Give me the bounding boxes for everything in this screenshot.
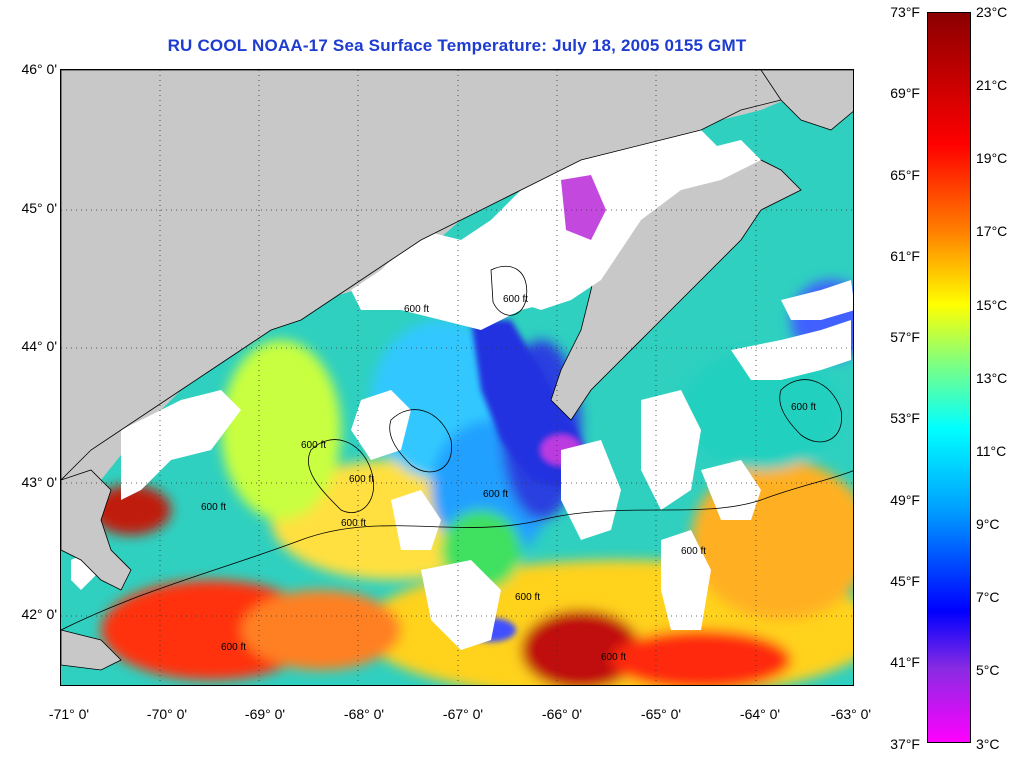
lon-label-66: -66° 0': [541, 706, 583, 722]
lon-label-70: -70° 0': [146, 706, 188, 722]
lat-label-44: 44° 0': [21, 338, 57, 354]
lat-label-46: 46° 0': [21, 61, 57, 77]
lat-label-45: 45° 0': [21, 200, 57, 216]
scale-label-f-45: 45°F: [890, 573, 920, 589]
svg-text:600 ft: 600 ft: [503, 294, 528, 305]
svg-text:600 ft: 600 ft: [221, 642, 246, 653]
svg-text:600 ft: 600 ft: [404, 304, 429, 315]
lon-label-64: -64° 0': [739, 706, 781, 722]
svg-text:600 ft: 600 ft: [791, 402, 816, 413]
lon-label-69: -69° 0': [244, 706, 286, 722]
svg-text:600 ft: 600 ft: [201, 502, 226, 513]
sst-map[interactable]: 600 ft 600 ft 600 ft 600 ft 600 ft 600 f…: [60, 69, 854, 686]
contour-labels: 600 ft 600 ft 600 ft 600 ft 600 ft 600 f…: [201, 294, 816, 663]
scale-label-f-57: 57°F: [890, 329, 920, 345]
scale-label-f-61: 61°F: [890, 248, 920, 264]
lat-label-43: 43° 0': [21, 474, 57, 490]
scale-label-f-69: 69°F: [890, 85, 920, 101]
scale-label-c-11: 11°C: [976, 443, 1007, 459]
scale-label-c-9: 9°C: [976, 516, 1000, 532]
lon-label-67: -67° 0': [442, 706, 484, 722]
scale-label-c-15: 15°C: [976, 297, 1008, 313]
scale-label-f-37: 37°F: [890, 736, 920, 752]
svg-text:600 ft: 600 ft: [341, 518, 366, 529]
lon-label-65: -65° 0': [640, 706, 682, 722]
scale-label-c-19: 19°C: [976, 150, 1008, 166]
svg-text:600 ft: 600 ft: [601, 652, 626, 663]
svg-text:600 ft: 600 ft: [515, 592, 540, 603]
scale-label-c-5: 5°C: [976, 662, 1000, 678]
scale-label-f-73: 73°F: [890, 4, 920, 20]
svg-text:600 ft: 600 ft: [301, 440, 326, 451]
bay-of-fundy: [491, 140, 761, 310]
lon-label-63: -63° 0': [830, 706, 872, 722]
color-scale-bar: [927, 12, 971, 743]
land: [61, 70, 853, 671]
lon-label-68: -68° 0': [343, 706, 385, 722]
scale-label-c-21: 21°C: [976, 77, 1008, 93]
scale-label-f-49: 49°F: [890, 492, 920, 508]
scale-label-f-65: 65°F: [890, 167, 920, 183]
svg-text:600 ft: 600 ft: [681, 546, 706, 557]
scale-label-c-23: 23°C: [976, 4, 1008, 20]
lat-label-42: 42° 0': [21, 606, 57, 622]
map-title: RU COOL NOAA-17 Sea Surface Temperature:…: [167, 36, 747, 55]
fundy-cold-patch: [561, 175, 606, 240]
scale-label-c-17: 17°C: [976, 223, 1008, 239]
scale-label-c-13: 13°C: [976, 370, 1008, 386]
scale-label-f-53: 53°F: [890, 410, 920, 426]
scale-label-f-41: 41°F: [890, 654, 920, 670]
svg-text:600 ft: 600 ft: [349, 474, 374, 485]
svg-text:600 ft: 600 ft: [483, 489, 508, 500]
scale-label-c-7: 7°C: [976, 589, 1000, 605]
bathymetry-contours: [61, 265, 853, 631]
lon-label-71: -71° 0': [48, 706, 90, 722]
scale-label-c-3: 3°C: [976, 736, 1000, 752]
